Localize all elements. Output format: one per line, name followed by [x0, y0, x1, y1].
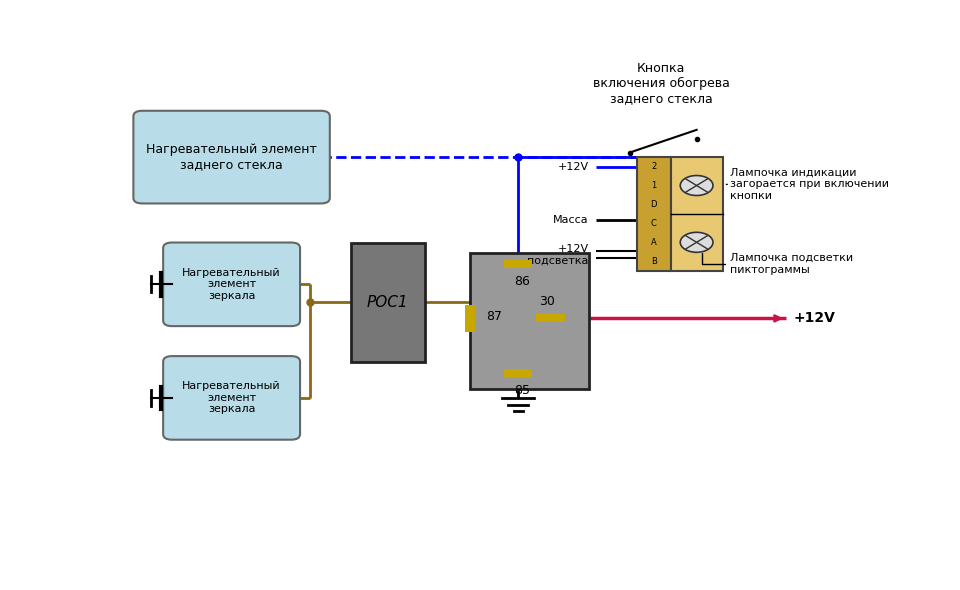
Text: Нагревательный
элемент
зеркала: Нагревательный элемент зеркала — [182, 381, 281, 415]
Circle shape — [681, 232, 713, 253]
Bar — [465, 305, 474, 332]
Text: D: D — [651, 200, 657, 209]
Bar — [350, 244, 425, 362]
Text: 85: 85 — [514, 384, 530, 397]
Text: Нагревательный элемент
заднего стекла: Нагревательный элемент заднего стекла — [146, 143, 317, 171]
Bar — [637, 157, 670, 271]
Text: 2: 2 — [651, 162, 657, 171]
Bar — [504, 369, 532, 377]
Text: Нагревательный
элемент
зеркала: Нагревательный элемент зеркала — [182, 268, 281, 301]
Text: +12V: +12V — [793, 312, 835, 326]
Bar — [670, 157, 723, 271]
FancyBboxPatch shape — [163, 356, 300, 440]
Text: +12V
подсветка: +12V подсветка — [527, 244, 588, 266]
FancyBboxPatch shape — [133, 111, 330, 204]
Text: C: C — [651, 219, 657, 228]
Text: B: B — [651, 257, 657, 266]
Text: Кнопка
включения обогрева
заднего стекла: Кнопка включения обогрева заднего стекла — [593, 62, 730, 105]
Text: A: A — [651, 238, 657, 247]
Bar — [469, 253, 588, 389]
Text: РОС1: РОС1 — [367, 295, 409, 310]
Text: 30: 30 — [539, 296, 555, 309]
Text: 86: 86 — [514, 275, 530, 289]
Text: Масса: Масса — [553, 215, 588, 225]
Text: Лампочка индикации
загорается при включении
кнопки: Лампочка индикации загорается при включе… — [727, 168, 889, 201]
Text: 1: 1 — [651, 181, 657, 190]
Text: Лампочка подсветки
пиктограммы: Лампочка подсветки пиктограммы — [702, 253, 853, 275]
Text: +12V: +12V — [558, 162, 588, 172]
Text: 87: 87 — [486, 310, 502, 323]
FancyBboxPatch shape — [163, 242, 300, 326]
Bar — [537, 314, 564, 323]
Bar — [504, 260, 532, 268]
Circle shape — [681, 175, 713, 195]
